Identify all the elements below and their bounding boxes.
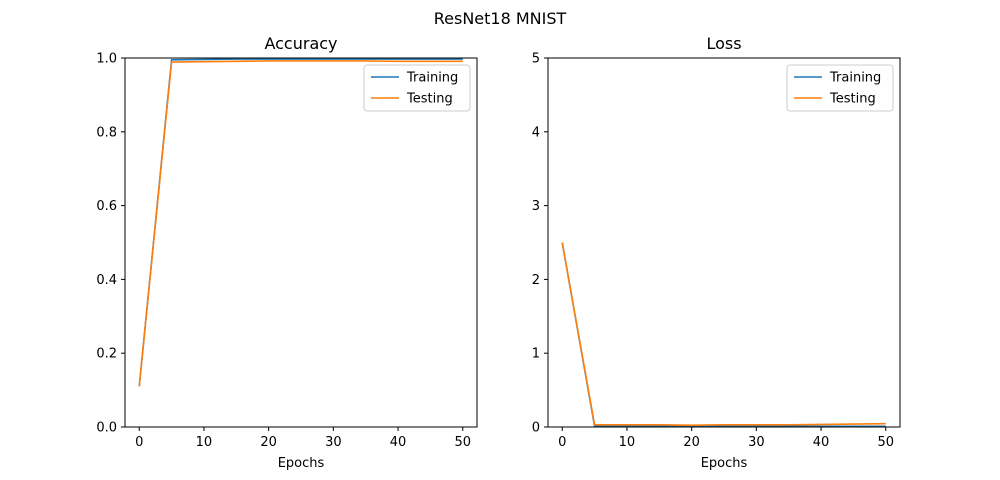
accuracy-series-testing-line: [138, 60, 463, 387]
accuracy-y-tick-label: 0.4: [96, 273, 117, 288]
loss-y-tick-label: 0: [532, 421, 540, 436]
accuracy-series-training-line: [138, 58, 463, 387]
accuracy-axes-frame: [124, 57, 478, 428]
accuracy-chart-title: Accuracy: [264, 34, 337, 53]
loss-y-tick-label: 1: [532, 347, 540, 362]
loss-x-axis-label: Epochs: [701, 456, 748, 471]
accuracy-y-tick-label: 0.8: [96, 125, 117, 140]
loss-x-tick-label: 20: [683, 435, 700, 450]
loss-series-training-line: [561, 242, 886, 427]
figure-title: ResNet18 MNIST: [434, 9, 567, 28]
accuracy-legend-testing-label: Testing: [406, 92, 453, 107]
loss-legend-training-label: Training: [829, 71, 881, 86]
loss-y-tick-label: 4: [532, 125, 540, 140]
loss-y-tick-label: 3: [532, 199, 540, 214]
accuracy-y-tick-label: 0.6: [96, 199, 117, 214]
loss-legend: Training Testing: [786, 64, 894, 112]
accuracy-legend-training-label: Training: [406, 71, 458, 86]
accuracy-y-tick-label: 1.0: [96, 52, 117, 67]
accuracy-y-tick-label: 0.0: [96, 421, 117, 436]
loss-x-tick-label: 40: [813, 435, 830, 450]
loss-chart-title: Loss: [706, 34, 741, 53]
loss-legend-testing-label: Testing: [829, 92, 876, 107]
accuracy-x-tick-label: 50: [454, 435, 471, 450]
accuracy-y-tick-label: 0.2: [96, 347, 117, 362]
accuracy-panel: 0 10 20 30 40 50 0.0 0.2 0.4 0.6 0.8 1.0 Accuracy Epo…: [96, 34, 478, 471]
accuracy-x-tick-label: 40: [390, 435, 407, 450]
loss-series-testing-line: [561, 242, 886, 426]
loss-x-tick-label: 30: [748, 435, 765, 450]
loss-x-tick-label: 0: [558, 435, 566, 450]
loss-y-tick-label: 5: [532, 52, 540, 67]
accuracy-x-tick-label: 10: [196, 435, 213, 450]
accuracy-x-axis-label: Epochs: [278, 456, 325, 471]
accuracy-x-tick-label: 30: [325, 435, 342, 450]
accuracy-series-lines: [138, 58, 463, 387]
loss-series-lines: [561, 242, 886, 427]
loss-panel: 0 10 20 30 40 50 0 1 2 3 4 5 Loss Epochs Training Testi…: [532, 34, 901, 471]
accuracy-legend: Training Testing: [363, 64, 471, 112]
loss-y-tick-label: 2: [532, 273, 540, 288]
accuracy-x-tick-label: 0: [135, 435, 143, 450]
accuracy-x-tick-label: 20: [260, 435, 277, 450]
loss-axes-frame: [547, 57, 901, 428]
loss-x-tick-label: 50: [877, 435, 894, 450]
loss-x-tick-label: 10: [619, 435, 636, 450]
